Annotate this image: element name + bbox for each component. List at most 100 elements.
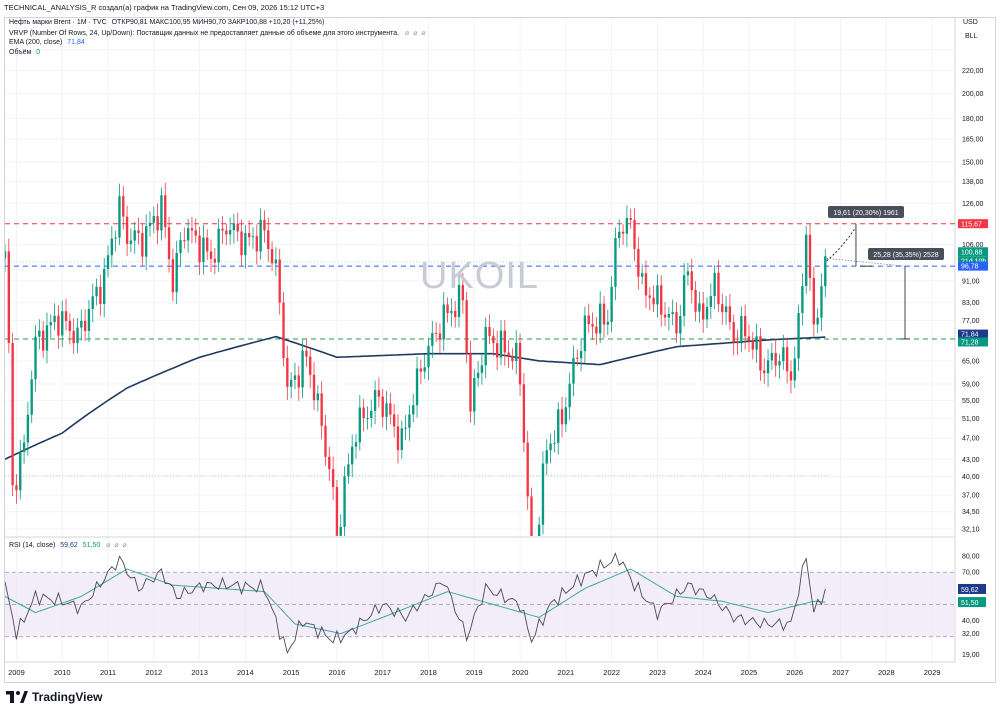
price-tick-label: 220,00 bbox=[962, 68, 984, 75]
candle-body bbox=[389, 403, 392, 415]
rsi-legend-controls[interactable]: ⌀ ⌀ ⌀ bbox=[106, 542, 128, 549]
candle-body bbox=[537, 524, 541, 536]
legend-vrvp-row[interactable]: VRVP (Number Of Rows, 24, Up/Down): Пост… bbox=[9, 29, 427, 37]
time-tick-label: 2021 bbox=[557, 668, 574, 677]
candle-body bbox=[450, 310, 453, 314]
candle-body bbox=[247, 233, 251, 238]
candle-body bbox=[259, 219, 262, 252]
candle-body bbox=[305, 350, 308, 357]
measure-label-upper-text: 19,61 (20,30%) 1961 bbox=[833, 210, 898, 217]
candle-body bbox=[202, 237, 205, 263]
candle-body bbox=[267, 230, 270, 250]
candle bbox=[328, 446, 331, 481]
candle-body bbox=[228, 230, 232, 235]
price-badge-bg bbox=[958, 219, 988, 229]
candle bbox=[347, 453, 350, 484]
candle bbox=[709, 283, 713, 319]
price-tick-label: 43,00 bbox=[962, 457, 980, 464]
candle bbox=[80, 309, 83, 342]
candle-body bbox=[579, 351, 583, 359]
candle-body bbox=[583, 315, 587, 352]
candle-body bbox=[560, 409, 564, 425]
candle-body bbox=[541, 463, 545, 525]
candle bbox=[247, 220, 251, 247]
candle bbox=[717, 260, 720, 312]
candle-body bbox=[351, 446, 354, 465]
tradingview-logo[interactable]: TradingView bbox=[6, 688, 102, 706]
candle bbox=[358, 394, 362, 451]
time-tick-label: 2011 bbox=[100, 668, 116, 677]
candle-body bbox=[198, 235, 201, 263]
candle bbox=[179, 232, 182, 267]
candle bbox=[289, 372, 293, 399]
candle bbox=[389, 392, 392, 425]
header-text: TECHNICAL_ANALYSIS_R создал(а) график на… bbox=[4, 3, 325, 12]
price-axis[interactable]: 220,00 200,00 180,00 165,00 150,00 138,00 126,… bbox=[962, 68, 984, 533]
candle bbox=[351, 434, 354, 478]
candle bbox=[515, 330, 518, 375]
candle-body bbox=[312, 374, 316, 401]
time-tick-label: 2029 bbox=[924, 668, 941, 677]
candle-body bbox=[183, 240, 186, 242]
rsi-legend[interactable]: RSI (14, close) 59,62 51,50 ⌀ ⌀ ⌀ bbox=[9, 541, 128, 549]
legend-vrvp-controls[interactable]: ⌀ ⌀ ⌀ bbox=[405, 30, 427, 37]
candle-body bbox=[728, 306, 732, 323]
candle-body bbox=[148, 222, 152, 227]
legend-ema-row[interactable]: EMA (200, close) 71,84 bbox=[9, 39, 85, 46]
candle bbox=[324, 414, 327, 466]
candle-body bbox=[766, 360, 770, 374]
candle-body bbox=[629, 217, 632, 220]
candle bbox=[751, 331, 754, 360]
candle bbox=[663, 302, 667, 327]
candle bbox=[629, 208, 632, 229]
candle bbox=[766, 349, 770, 387]
legend-title: Нефть марки Brent · 1M · TVC bbox=[9, 19, 107, 26]
candle-body bbox=[751, 340, 754, 350]
candle-body bbox=[805, 234, 808, 286]
candle-body bbox=[30, 379, 33, 415]
candle-body bbox=[526, 442, 529, 497]
candle-body bbox=[522, 384, 526, 443]
candle-body bbox=[213, 258, 217, 263]
candle bbox=[568, 372, 571, 420]
candle-body bbox=[469, 353, 472, 412]
candle-body bbox=[236, 223, 239, 232]
candle bbox=[343, 466, 346, 536]
legend-volume-row[interactable]: Объём 0 bbox=[9, 49, 40, 56]
candle-body bbox=[41, 330, 45, 351]
candle bbox=[755, 323, 758, 364]
candle bbox=[789, 360, 793, 394]
candle bbox=[99, 274, 102, 316]
candle-body bbox=[545, 450, 548, 464]
time-tick-label: 2023 bbox=[649, 668, 666, 677]
candle bbox=[381, 388, 384, 428]
candle bbox=[740, 306, 743, 352]
candle bbox=[702, 291, 705, 333]
candle-body bbox=[164, 195, 167, 228]
candle-body bbox=[244, 233, 247, 256]
candle-body bbox=[640, 273, 644, 277]
candle bbox=[183, 227, 186, 249]
time-axis[interactable]: 2009 2010 2011 2012 2013 2014 2015 2016 2017 2018… bbox=[8, 668, 940, 677]
rsi-tick-label: 80,00 bbox=[962, 554, 980, 561]
candle-body bbox=[278, 259, 281, 303]
candle bbox=[469, 340, 472, 423]
candle bbox=[217, 218, 220, 272]
candle bbox=[595, 317, 598, 345]
candle bbox=[778, 354, 781, 379]
candle-body bbox=[549, 443, 552, 451]
candle bbox=[49, 314, 52, 338]
candle-body bbox=[415, 368, 419, 406]
unit-label[interactable]: BLL bbox=[965, 33, 978, 40]
candle bbox=[354, 433, 358, 459]
candle-body bbox=[331, 469, 335, 488]
candle-body bbox=[91, 296, 94, 309]
candle-body bbox=[736, 342, 739, 344]
candle-body bbox=[83, 320, 87, 331]
currency-label[interactable]: USD bbox=[963, 19, 978, 26]
candle bbox=[499, 320, 503, 366]
price-tick-label: 165,00 bbox=[962, 137, 984, 144]
time-tick-label: 2009 bbox=[8, 668, 25, 677]
